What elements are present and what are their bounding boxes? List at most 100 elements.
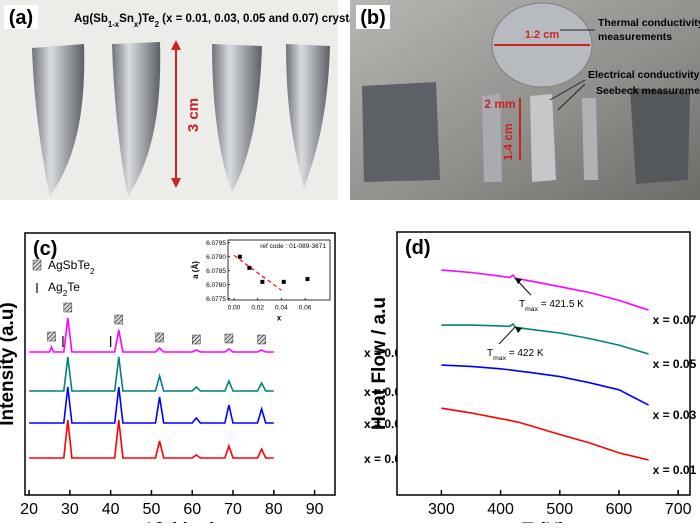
text-part: Ag(Sb xyxy=(74,13,108,25)
x-tick-label: 40 xyxy=(102,501,120,518)
x-tick-label: 60 xyxy=(183,501,201,518)
text-part: 1-x xyxy=(108,20,120,29)
dimension-label: 1.4 cm xyxy=(501,123,515,160)
data-point xyxy=(305,277,310,282)
reference-peak xyxy=(47,331,56,342)
x-tick-label: 50 xyxy=(143,501,161,518)
label-box xyxy=(4,5,38,29)
text-part: T xyxy=(487,348,493,359)
text-part: )Te xyxy=(138,13,154,25)
x-tick-label: 80 xyxy=(265,501,283,518)
y-tick-label: 6.0795 xyxy=(206,240,226,247)
fit-line xyxy=(233,254,282,291)
slab-sample xyxy=(630,88,690,184)
pointer xyxy=(557,83,586,111)
text-part: max xyxy=(525,306,538,313)
text-part: max xyxy=(493,355,506,362)
reference-peak xyxy=(192,334,201,345)
panel-title: Ag(Sb1-xSnx)Te2 (x = 0.01, 0.03, 0.05 an… xyxy=(74,13,365,29)
annotation: Seebeck measurements xyxy=(596,85,700,97)
dimension-label: 3 cm xyxy=(185,98,202,132)
label-box xyxy=(356,5,390,29)
x-tick-label: 90 xyxy=(306,501,324,518)
pointer xyxy=(549,79,586,101)
reference-peak xyxy=(63,302,73,313)
annotation: Thermal conductivity xyxy=(598,17,700,29)
x-tick-label: 400 xyxy=(487,501,514,518)
data-point xyxy=(237,254,242,259)
series-label: x = 0.07 xyxy=(653,313,697,327)
x-tick-label: 700 xyxy=(665,501,692,518)
y-tick-label: 6.0790 xyxy=(206,254,226,261)
crystal xyxy=(112,42,161,196)
arrow-head xyxy=(515,278,523,285)
y-tick-label: 6.0780 xyxy=(206,282,226,289)
photo-a: (a) Ag(Sb1-xSnx)Te2 (x = 0.01, 0.03, 0.0… xyxy=(0,0,365,200)
data-line xyxy=(29,356,274,392)
bar-sample xyxy=(582,98,598,180)
x-tick-label: 70 xyxy=(224,501,242,518)
y-axis-label: a (Å) xyxy=(191,261,200,279)
text-part: = 422 K xyxy=(506,348,544,359)
x-tick-label: 500 xyxy=(546,501,573,518)
text-part: Ag xyxy=(48,280,63,294)
crystal xyxy=(286,44,330,188)
crystal xyxy=(32,44,85,196)
data-line xyxy=(29,419,274,459)
data-line xyxy=(29,386,274,424)
data-point xyxy=(281,279,286,284)
legend-marker xyxy=(32,259,42,271)
y-axis-label: Intensity (a.u) xyxy=(0,302,18,426)
photo-b: (b) 1.2 cm Thermal conductivity measurem… xyxy=(350,0,700,200)
reference-peak xyxy=(224,333,234,344)
text-part: 2 xyxy=(155,20,160,29)
arrow-head xyxy=(515,327,523,334)
text-part: Te xyxy=(67,280,80,294)
text-part: = 421.5 K xyxy=(538,299,584,310)
y-tick-label: 6.0775 xyxy=(206,296,226,303)
panel-label: (a) xyxy=(9,7,33,29)
plot-frame xyxy=(227,239,331,301)
bar-sample xyxy=(530,94,556,182)
series-label: x = 0.01 xyxy=(653,463,697,477)
panel-label: (b) xyxy=(360,7,386,29)
x-tick-label: 0.06 xyxy=(299,305,312,312)
x-tick-label: 600 xyxy=(606,501,633,518)
dimension-label: 2 mm xyxy=(484,97,515,111)
chart-title: ref code : 01-089-3671 xyxy=(260,243,326,250)
annotation-arrow xyxy=(498,326,516,345)
reference-peak xyxy=(114,314,124,325)
dimension-label: 1.2 cm xyxy=(525,29,559,41)
reference-peak xyxy=(155,332,164,343)
data-point xyxy=(260,279,265,284)
x-axis-label: x xyxy=(277,314,282,323)
text-part: AgSbTe xyxy=(48,258,90,272)
data-line xyxy=(441,364,649,406)
y-axis-label: Heat Flow / a.u xyxy=(369,297,390,430)
data-point xyxy=(247,265,252,270)
annotation: Tmax = 421.5 K xyxy=(519,299,584,313)
series-label: x = 0.05 xyxy=(653,357,697,371)
legend-label: Ag2Te xyxy=(48,280,80,298)
y-tick-label: 6.0785 xyxy=(206,268,226,275)
bar-sample xyxy=(482,94,502,182)
x-tick-label: 30 xyxy=(61,501,79,518)
text-part: T xyxy=(519,299,525,310)
x-tick-label: 0.04 xyxy=(275,305,288,312)
plot-frame xyxy=(396,231,691,496)
series-label: x = 0.03 xyxy=(653,408,697,422)
panel-label: (c) xyxy=(33,238,57,260)
text-part: x xyxy=(134,20,139,29)
data-line xyxy=(29,317,274,353)
x-tick-label: 0.02 xyxy=(251,305,264,312)
text-part: 2 xyxy=(90,267,95,276)
slab-sample xyxy=(362,82,440,182)
annotation: Electrical conductivity & xyxy=(588,69,700,81)
reference-peak xyxy=(257,334,266,345)
x-tick-label: 20 xyxy=(20,501,38,518)
data-line xyxy=(441,407,649,461)
text-part: Sn xyxy=(119,13,134,25)
text-part: 2 xyxy=(63,289,68,298)
legend-label: AgSbTe2 xyxy=(48,258,95,276)
